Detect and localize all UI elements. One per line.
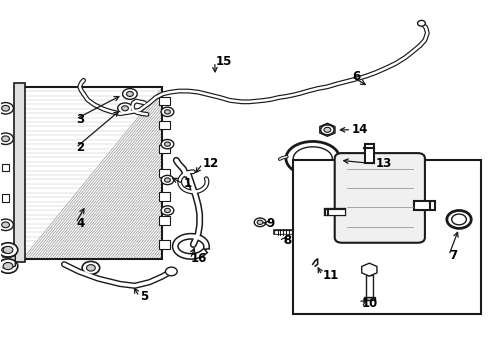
Bar — [159, 168, 169, 177]
Text: 12: 12 — [203, 157, 219, 170]
Circle shape — [165, 267, 177, 276]
Bar — [1, 164, 9, 171]
Circle shape — [122, 106, 128, 111]
Text: 2: 2 — [76, 141, 84, 154]
Circle shape — [257, 220, 263, 225]
Circle shape — [3, 246, 13, 253]
Circle shape — [0, 219, 13, 230]
FancyBboxPatch shape — [334, 153, 424, 243]
Circle shape — [451, 214, 466, 225]
Circle shape — [0, 244, 13, 256]
Circle shape — [0, 243, 18, 257]
Circle shape — [122, 89, 137, 99]
Circle shape — [3, 262, 13, 270]
Circle shape — [0, 133, 13, 144]
Circle shape — [161, 139, 173, 149]
Circle shape — [320, 125, 333, 135]
Text: 3: 3 — [76, 113, 84, 126]
Bar — [159, 216, 169, 225]
Circle shape — [161, 107, 173, 117]
Circle shape — [324, 127, 330, 132]
Circle shape — [82, 261, 100, 274]
Text: 8: 8 — [283, 234, 291, 247]
Circle shape — [1, 105, 9, 111]
Circle shape — [1, 136, 9, 141]
Text: 14: 14 — [351, 123, 367, 136]
Text: 15: 15 — [215, 55, 231, 68]
Circle shape — [161, 175, 173, 185]
Bar — [22, 87, 161, 259]
Bar — [159, 121, 169, 129]
Ellipse shape — [285, 141, 339, 176]
Bar — [159, 193, 169, 201]
Circle shape — [164, 142, 170, 146]
Circle shape — [126, 91, 133, 96]
Circle shape — [446, 211, 470, 228]
Bar — [159, 240, 169, 249]
Circle shape — [164, 178, 170, 182]
Bar — [159, 97, 169, 105]
Text: 6: 6 — [351, 69, 359, 82]
Circle shape — [164, 208, 170, 213]
Circle shape — [86, 265, 95, 271]
Circle shape — [0, 259, 18, 273]
Text: 10: 10 — [361, 297, 377, 310]
Circle shape — [161, 206, 173, 215]
Text: 9: 9 — [266, 216, 274, 230]
Text: 7: 7 — [448, 249, 456, 262]
Circle shape — [0, 103, 13, 114]
Circle shape — [118, 103, 132, 114]
Text: 13: 13 — [375, 157, 391, 170]
Text: 1: 1 — [183, 177, 191, 190]
Bar — [363, 297, 374, 300]
Circle shape — [254, 218, 265, 226]
Bar — [365, 275, 372, 297]
Circle shape — [1, 247, 9, 253]
Text: 11: 11 — [322, 269, 338, 282]
Circle shape — [164, 110, 170, 114]
Polygon shape — [312, 259, 317, 266]
Bar — [293, 160, 480, 315]
Bar — [159, 145, 169, 153]
Polygon shape — [3, 255, 15, 268]
Circle shape — [1, 222, 9, 228]
Bar — [14, 83, 24, 262]
Text: 16: 16 — [190, 252, 207, 265]
Bar — [1, 194, 9, 202]
Text: 4: 4 — [76, 216, 84, 230]
Ellipse shape — [293, 147, 331, 170]
Text: 5: 5 — [140, 290, 147, 303]
Circle shape — [417, 21, 425, 26]
